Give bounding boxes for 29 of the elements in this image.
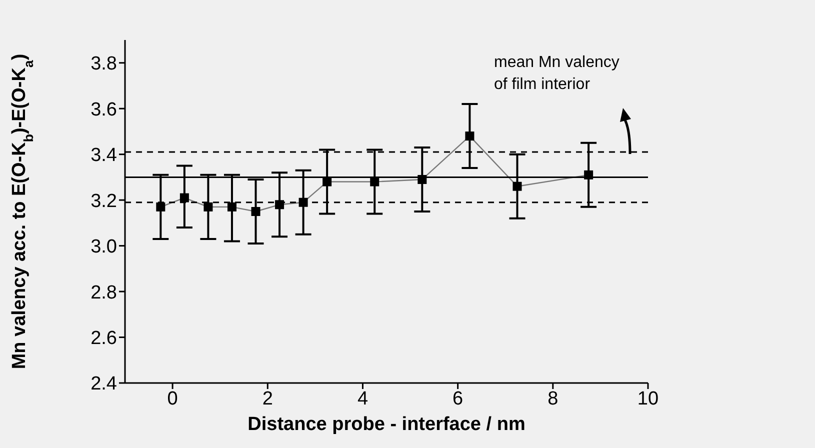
x-tick-label: 0: [167, 388, 178, 410]
y-tick-label: 3.8: [90, 54, 117, 75]
point: [370, 177, 380, 186]
x-tick-label: 8: [548, 388, 558, 410]
y-tick-label: 3.0: [90, 236, 117, 258]
point: [227, 202, 236, 212]
point: [180, 193, 189, 202]
y-tick-label: 2.4: [90, 374, 118, 395]
point: [584, 170, 594, 180]
x-tick-label: 2: [262, 388, 273, 410]
point: [512, 182, 522, 191]
x-axis-title: Distance probe - interface / nm: [248, 414, 526, 435]
y-tick-label: 2.6: [90, 328, 117, 350]
point: [465, 132, 474, 141]
point: [275, 200, 284, 210]
y-tick-label: 3.4: [90, 145, 118, 166]
x-tick-label: 10: [637, 388, 659, 410]
x-tick-label: 4: [357, 388, 368, 410]
y-tick-label: 3.2: [90, 190, 117, 212]
x-tick-label: 6: [452, 388, 464, 410]
point: [298, 198, 308, 207]
point: [204, 202, 213, 212]
point: [156, 202, 166, 212]
point: [251, 207, 260, 216]
y-tick-label: 3.6: [90, 99, 117, 120]
point: [418, 174, 427, 184]
y-tick-label: 2.8: [90, 282, 117, 304]
point: [322, 177, 332, 186]
annotation: mean Mn valency of film interior: [494, 53, 620, 95]
